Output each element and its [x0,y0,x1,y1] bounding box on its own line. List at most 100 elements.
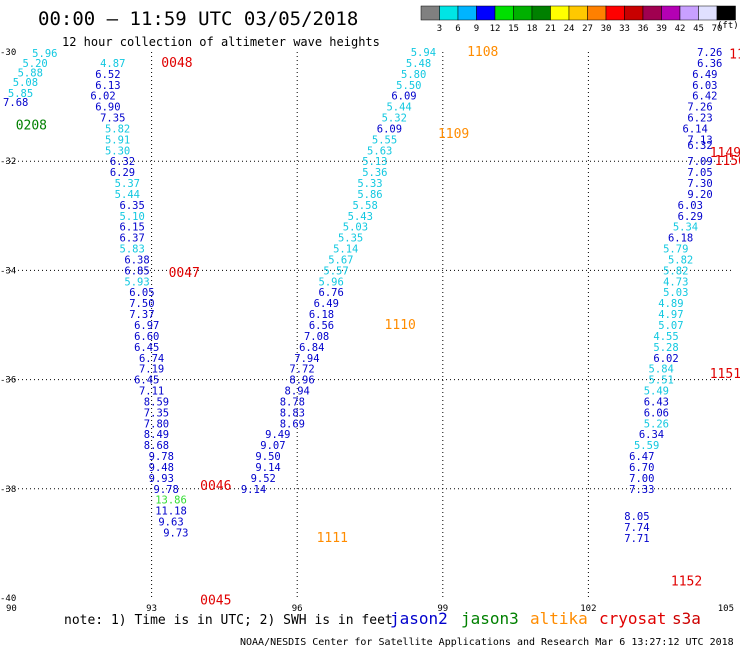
colorbar-tick-label: 45 [693,24,704,34]
time-label: 1108 [467,45,498,60]
swh-point-label: 8.49 [144,429,169,441]
swh-point-label: 9.63 [158,517,183,529]
colorbar-swatch [642,5,662,21]
swh-point-label: 5.08 [13,77,38,89]
x-tick-label: 102 [580,604,596,614]
swh-point-label: 6.90 [95,102,120,114]
swh-point-label: 5.30 [105,145,130,157]
swh-point-label: 6.32 [110,156,135,168]
swh-point-label: 9.49 [265,429,290,441]
time-label: 1151 [710,367,740,382]
swh-point-label: 7.08 [304,331,329,343]
colorbar-swatch [457,5,477,21]
swh-point-label: 9.78 [154,484,179,496]
swh-point-label: 6.47 [629,451,654,463]
swh-point-label: 5.35 [338,233,363,245]
swh-point-label: 7.00 [629,473,654,485]
swh-point-label: 5.63 [367,145,392,157]
colorbar-tick-label: 33 [619,24,630,34]
y-tick-label: -30 [0,48,16,58]
x-axis: 90 93 96 99 102 105 [6,604,734,614]
colorbar-swatch [587,5,607,21]
swh-point-label: 6.09 [377,123,402,135]
time-label: 1109 [438,127,469,142]
swh-point-label: 4.55 [653,331,678,343]
time-label: 0208 [16,119,47,134]
swh-point-label: 7.26 [687,102,712,114]
swh-point-label: 5.49 [644,386,669,398]
colorbar-tick-label: 12 [490,24,501,34]
swh-point-label: 5.51 [649,375,674,387]
colorbar-swatch [568,5,588,21]
swh-point-label: 8.69 [280,418,305,430]
swh-point-label: 4.87 [100,58,125,70]
track-altika: 5.945.485.805.506.095.445.326.095.555.63… [280,45,499,546]
swh-point-label: 5.59 [634,440,659,452]
swh-point-label: 6.06 [644,407,669,419]
swh-point-label: 9.52 [251,473,276,485]
colorbar-tick-label: 15 [508,24,519,34]
swh-point-label: 6.60 [134,331,159,343]
swh-point-label: 5.93 [124,276,149,288]
swh-point-label: 9.78 [149,451,174,463]
time-label: 1149 [710,146,740,161]
y-axis: -30 -32 -34 -36 -38 -40 [0,48,16,604]
swh-point-label: 5.96 [319,276,344,288]
swh-point-label: 7.74 [624,522,649,534]
colorbar-tick-label: 24 [564,24,575,34]
swh-point-label: 7.33 [629,484,654,496]
colorbar-swatch [716,5,736,21]
swh-point-label: 6.32 [687,140,712,152]
page-title: 00:00 – 11:59 UTC 03/05/2018 [38,8,358,30]
swh-point-label: 7.11 [139,386,164,398]
colorbar-swatch [624,5,644,21]
swh-point-label: 7.50 [129,298,154,310]
swh-point-label: 6.36 [697,58,722,70]
colorbar-swatch [679,5,699,21]
swh-point-label: 6.74 [139,353,164,365]
swh-point-label: 8.94 [285,386,310,398]
colorbar-tick-label: 27 [582,24,593,34]
swh-point-label: 6.49 [692,69,717,81]
legend-item-jason3: jason3 [461,609,519,628]
colorbar-tick-label: 70 [712,24,723,34]
swh-point-label: 6.49 [314,298,339,310]
swh-point-label: 8.05 [624,511,649,523]
swh-point-label: 8.83 [280,407,305,419]
swh-point-label: 5.58 [352,200,377,212]
swh-point-label: 5.57 [323,265,348,277]
swh-point-label: 13.86 [155,495,187,507]
swh-point-label: 8.96 [289,375,314,387]
swh-point-label: 5.91 [105,134,130,146]
swh-point-label: 6.02 [653,353,678,365]
time-label: 0045 [200,594,231,609]
swh-point-label: 6.09 [391,91,416,103]
swh-point-label: 5.03 [343,222,368,234]
colorbar-tick-label: 6 [455,24,460,34]
swh-point-label: 6.56 [309,320,334,332]
swh-point-label: 4.73 [663,276,688,288]
track-jason2: 9.499.079.509.149.529.14 [241,429,291,496]
swh-point-label: 6.35 [120,200,145,212]
y-tick-label: -40 [0,594,16,604]
swh-point-label: 9.20 [687,189,712,201]
swh-point-label: 5.32 [382,113,407,125]
swh-point-label: 5.85 [8,88,33,100]
swh-point-label: 7.80 [144,418,169,430]
swh-point-label: 5.82 [668,254,693,266]
swh-point-label: 6.52 [95,69,120,81]
swh-point-label: 8.59 [144,396,169,408]
swh-point-label: 7.37 [129,309,154,321]
swh-point-label: 5.28 [653,342,678,354]
swh-point-label: 7.13 [687,134,712,146]
swh-point-label: 5.79 [663,244,688,256]
swh-point-label: 8.78 [280,396,305,408]
swh-point-label: 6.29 [678,211,703,223]
footer-credit: NOAA/NESDIS Center for Satellite Applica… [240,637,734,648]
swh-point-label: 6.23 [687,113,712,125]
colorbar-tick-label: 39 [656,24,667,34]
swh-point-label: 6.14 [683,123,708,135]
swh-point-label: 5.10 [120,211,145,223]
x-tick-label: 96 [292,604,303,614]
colorbar-swatch [494,5,514,21]
